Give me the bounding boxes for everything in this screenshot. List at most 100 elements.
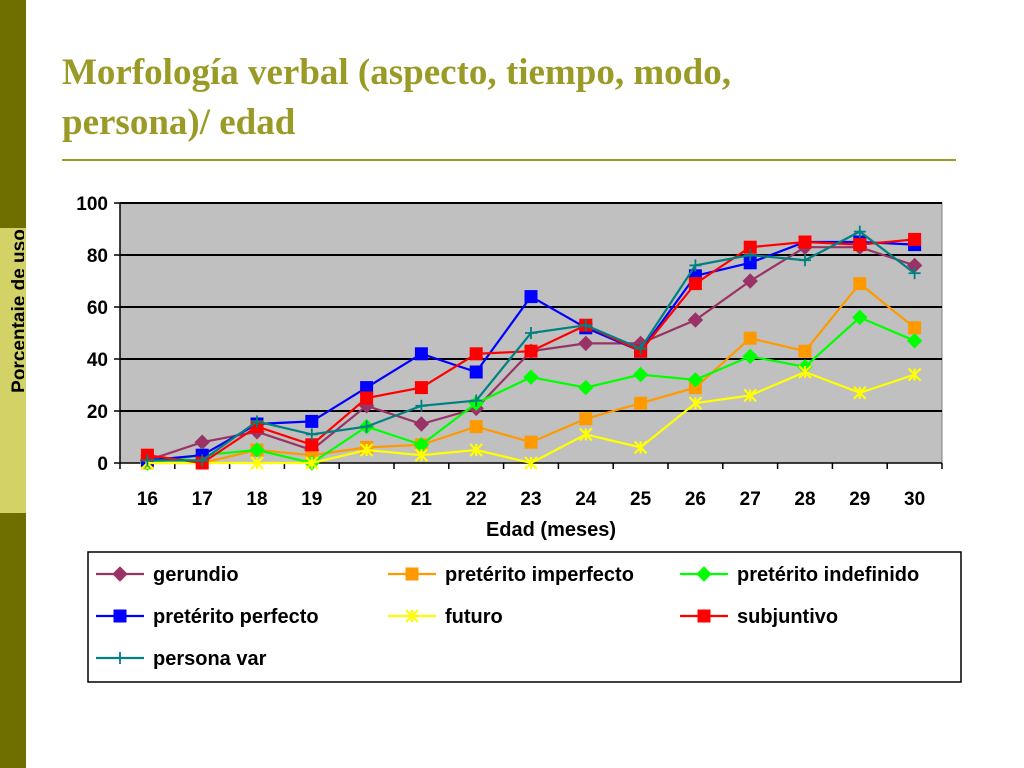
data-point-persona-var <box>799 254 811 267</box>
data-point-futuro <box>688 396 703 410</box>
legend-label: gerundio <box>153 564 239 586</box>
data-point-persona-var <box>470 394 483 407</box>
data-point-persona-var <box>908 267 921 280</box>
data-point-preterito-indefinido <box>632 366 649 383</box>
x-tick-label: 16 <box>137 489 158 510</box>
data-point-preterito-imperfecto-shape <box>634 396 648 410</box>
data-point-gerundio-shape <box>578 335 594 352</box>
x-tick-label: 21 <box>411 489 433 510</box>
side-strip-light <box>0 228 26 513</box>
data-point-subjuntivo-shape <box>524 344 538 358</box>
data-point-persona-var <box>853 225 866 238</box>
legend-marker-shape <box>113 609 127 623</box>
x-tick-label: 19 <box>301 489 322 510</box>
x-tick-label: 23 <box>520 489 541 510</box>
data-point-futuro <box>414 448 429 462</box>
data-point-subjuntivo <box>908 232 922 246</box>
data-point-subjuntivo <box>798 235 812 249</box>
data-point-subjuntivo <box>469 347 483 361</box>
data-point-persona-var <box>305 428 318 441</box>
data-point-futuro <box>250 456 264 470</box>
data-point-subjuntivo-shape <box>469 347 483 361</box>
data-point-preterito-imperfecto <box>469 420 483 434</box>
data-point-persona-var <box>141 454 154 467</box>
x-tick-label: 20 <box>356 489 377 510</box>
data-point-futuro <box>579 427 593 442</box>
data-point-preterito-imperfecto <box>579 412 593 426</box>
data-point-persona-var <box>251 415 263 428</box>
data-point-preterito-indefinido-shape <box>687 372 704 388</box>
x-tick-label: 28 <box>794 489 815 510</box>
legend-label: futuro <box>445 606 503 628</box>
legend-marker <box>113 609 127 623</box>
data-point-persona-var <box>744 249 757 261</box>
data-point-preterito-perfecto-shape <box>524 290 538 304</box>
data-point-persona-var <box>415 399 428 412</box>
data-point-persona-var <box>689 259 702 272</box>
slide-title: Morfología verbal (aspecto, tiempo, modo… <box>62 48 962 148</box>
data-point-preterito-imperfecto-shape <box>853 277 867 291</box>
data-point-subjuntivo-shape <box>853 238 867 252</box>
x-tick-label: 24 <box>575 489 597 510</box>
data-point-preterito-indefinido-shape <box>906 333 923 349</box>
data-point-gerundio-shape <box>687 312 704 328</box>
x-tick-label: 26 <box>685 489 706 510</box>
legend-label: subjuntivo <box>737 606 838 628</box>
data-point-futuro <box>907 367 922 382</box>
legend-marker-shape <box>696 566 712 582</box>
data-point-gerundio-shape <box>413 416 430 432</box>
data-point-gerundio <box>413 416 430 432</box>
x-tick-label: 30 <box>904 489 925 510</box>
data-point-gerundio-shape <box>742 273 758 289</box>
legend-label: pretérito perfecto <box>153 606 319 628</box>
y-tick-label: 20 <box>87 402 108 423</box>
data-point-preterito-indefinido <box>687 372 704 388</box>
data-point-preterito-perfecto <box>469 365 483 379</box>
slide-title-line-1: Morfología verbal (aspecto, tiempo, modo… <box>62 52 731 93</box>
data-point-subjuntivo-shape <box>798 235 812 249</box>
data-point-preterito-imperfecto <box>634 396 648 410</box>
data-point-gerundio <box>687 312 704 328</box>
data-point-preterito-imperfecto-shape <box>743 331 757 345</box>
y-axis-label: Porcentaje de uso <box>9 229 24 393</box>
legend-marker-shape <box>405 567 419 581</box>
data-point-subjuntivo <box>414 381 428 395</box>
data-point-subjuntivo <box>688 277 702 291</box>
data-point-preterito-indefinido-shape <box>852 309 868 326</box>
data-point-preterito-indefinido <box>578 379 594 396</box>
data-point-preterito-indefinido-shape <box>632 366 649 383</box>
data-point-preterito-imperfecto-shape <box>579 412 593 426</box>
data-point-subjuntivo <box>360 391 374 405</box>
data-point-preterito-perfecto <box>414 347 428 361</box>
x-tick-label: 27 <box>740 489 761 510</box>
data-point-preterito-imperfecto-shape <box>908 321 922 335</box>
data-point-preterito-perfecto <box>524 290 538 304</box>
data-point-futuro <box>359 443 374 457</box>
line-chart: 0 20 40 60 80 100 16 17 18 19 20 21 22 23 24 25 26 27 28 29… <box>76 194 962 683</box>
legend-marker <box>697 609 711 623</box>
x-tick-label: 18 <box>246 489 267 510</box>
data-point-preterito-imperfecto <box>853 277 867 291</box>
data-point-subjuntivo-shape <box>414 381 428 395</box>
data-point-gerundio <box>578 335 594 352</box>
x-tick-label: 29 <box>849 489 870 510</box>
x-tick-label: 22 <box>466 489 487 510</box>
data-point-preterito-indefinido-shape <box>523 369 539 385</box>
legend-marker-shape <box>112 566 128 582</box>
data-point-preterito-imperfecto-shape <box>798 344 812 358</box>
data-point-subjuntivo-shape <box>305 438 319 452</box>
data-point-preterito-imperfecto <box>524 435 538 449</box>
data-point-persona-var <box>525 327 537 339</box>
data-point-preterito-imperfecto <box>908 321 922 335</box>
data-point-preterito-indefinido-shape <box>742 348 758 365</box>
legend-box <box>87 551 962 683</box>
data-point-preterito-imperfecto-shape <box>469 420 483 434</box>
legend-marker <box>696 566 712 582</box>
legend-marker <box>405 609 419 623</box>
data-point-futuro <box>743 388 757 403</box>
data-point-futuro <box>305 456 319 470</box>
data-point-preterito-imperfecto-shape <box>524 435 538 449</box>
data-point-preterito-perfecto-shape <box>414 347 428 361</box>
data-point-subjuntivo-shape <box>908 232 922 246</box>
data-point-preterito-indefinido-shape <box>578 379 594 396</box>
